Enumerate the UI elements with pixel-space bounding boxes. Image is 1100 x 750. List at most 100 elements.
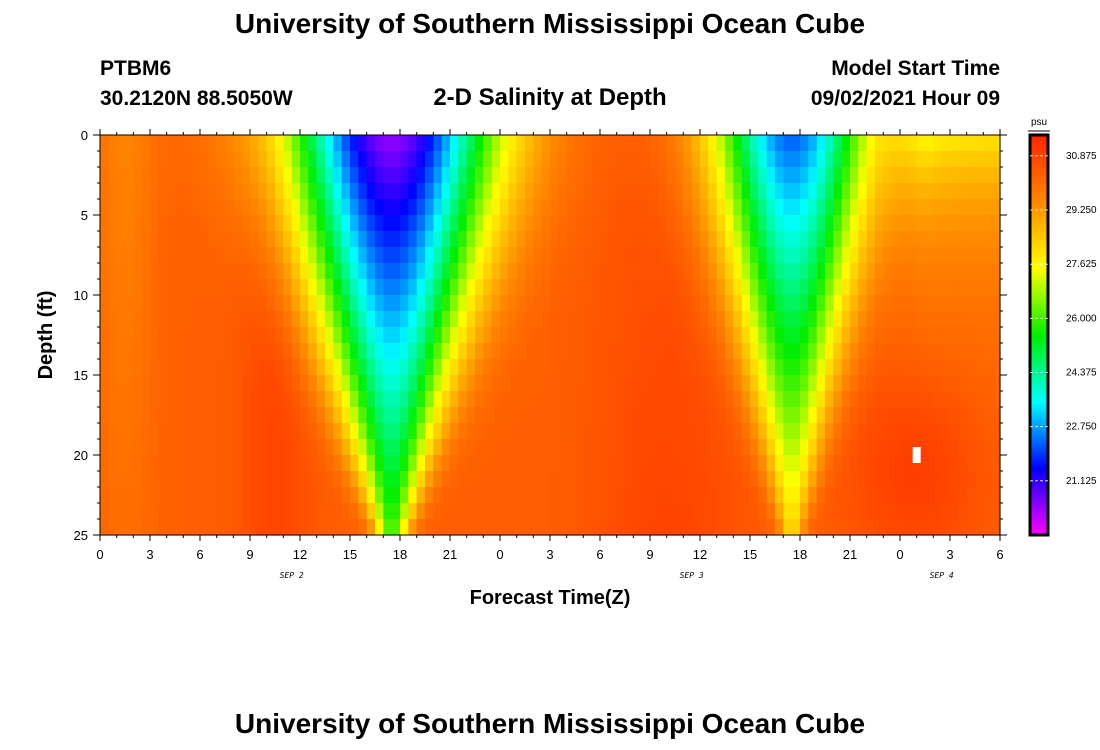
heatmap-cell xyxy=(366,487,376,504)
heatmap-cell xyxy=(758,247,768,264)
heatmap-cell xyxy=(591,407,601,424)
heatmap-cell xyxy=(541,375,551,392)
heatmap-cell xyxy=(608,503,618,520)
heatmap-cell xyxy=(616,263,626,280)
heatmap-cell xyxy=(275,359,284,376)
heatmap-cell xyxy=(216,311,226,328)
heatmap-cell xyxy=(525,151,534,168)
heatmap-cell xyxy=(266,199,276,216)
heatmap-cell xyxy=(508,455,518,472)
heatmap-cell xyxy=(558,151,568,168)
heatmap-cell xyxy=(525,471,534,488)
heatmap-cell xyxy=(158,471,168,488)
heatmap-cell xyxy=(408,311,418,328)
heatmap-cell xyxy=(400,439,409,456)
heatmap-cell xyxy=(650,231,659,248)
heatmap-cell xyxy=(316,471,326,488)
heatmap-cell xyxy=(891,167,901,184)
heatmap-cell xyxy=(566,199,576,216)
heatmap-cell xyxy=(983,407,993,424)
heatmap-cell xyxy=(650,487,659,504)
heatmap-cell xyxy=(541,135,551,152)
heatmap-cell xyxy=(466,151,476,168)
heatmap-cell xyxy=(366,375,376,392)
heatmap-cell xyxy=(400,407,409,424)
heatmap-cell xyxy=(766,503,776,520)
heatmap-cell xyxy=(200,439,209,456)
heatmap-cell xyxy=(400,311,409,328)
heatmap-cell xyxy=(700,471,709,488)
model-start-time: 09/02/2021 Hour 09 xyxy=(810,87,1000,110)
heatmap-cell xyxy=(116,231,126,248)
heatmap-cell xyxy=(266,503,276,520)
heatmap-cell xyxy=(458,487,468,504)
heatmap-cell xyxy=(225,487,234,504)
heatmap-cell xyxy=(391,439,401,456)
heatmap-cell xyxy=(266,391,276,408)
heatmap-cell xyxy=(858,503,868,520)
heatmap-cell xyxy=(233,279,243,296)
heatmap-cell xyxy=(558,135,568,152)
heatmap-cell xyxy=(683,311,693,328)
heatmap-cell xyxy=(600,327,609,344)
heatmap-cell xyxy=(166,295,176,312)
heatmap-cell xyxy=(933,215,943,232)
footer-title: University of Southern Mississippi Ocean… xyxy=(234,708,866,739)
heatmap-cell xyxy=(566,247,576,264)
heatmap-cell xyxy=(358,343,368,360)
heatmap-cell xyxy=(566,295,576,312)
heatmap-cell xyxy=(958,487,968,504)
heatmap-cell xyxy=(475,327,484,344)
heatmap-cell xyxy=(950,455,959,472)
heatmap-cell xyxy=(691,423,701,440)
heatmap-cell xyxy=(433,423,443,440)
heatmap-cell xyxy=(650,407,659,424)
heatmap-cell xyxy=(533,247,543,264)
heatmap-cell xyxy=(175,519,184,536)
station-marker xyxy=(912,447,921,463)
heatmap-cell xyxy=(216,279,226,296)
heatmap-cell xyxy=(641,487,651,504)
heatmap-cell xyxy=(808,327,818,344)
heatmap-cell xyxy=(366,135,376,152)
heatmap-cell xyxy=(233,423,243,440)
heatmap-cell xyxy=(266,231,276,248)
heatmap-cell xyxy=(983,167,993,184)
heatmap-cell xyxy=(175,263,184,280)
heatmap-cell xyxy=(416,519,426,536)
heatmap-cell xyxy=(450,359,459,376)
heatmap-cell xyxy=(400,231,409,248)
x-tick-label: 3 xyxy=(546,547,553,562)
heatmap-cell xyxy=(566,423,576,440)
heatmap-cell xyxy=(425,375,434,392)
heatmap-cell xyxy=(383,519,393,536)
heatmap-cell xyxy=(841,199,851,216)
heatmap-cell xyxy=(933,263,943,280)
heatmap-cell xyxy=(408,295,418,312)
heatmap-cell xyxy=(733,295,743,312)
heatmap-cell xyxy=(366,279,376,296)
heatmap-cell xyxy=(933,359,943,376)
heatmap-cell xyxy=(733,183,743,200)
heatmap-cell xyxy=(791,199,801,216)
heatmap-cell xyxy=(816,199,826,216)
heatmap-cell xyxy=(158,199,168,216)
colorbar-ramp xyxy=(1028,133,1050,537)
heatmap-cell xyxy=(941,391,951,408)
heatmap-cell xyxy=(100,375,109,392)
heatmap-cell xyxy=(825,359,834,376)
heatmap-cell xyxy=(558,503,568,520)
heatmap-cell xyxy=(366,423,376,440)
heatmap-cell xyxy=(558,231,568,248)
heatmap-cell xyxy=(350,343,359,360)
heatmap-cell xyxy=(958,167,968,184)
heatmap-cell xyxy=(166,327,176,344)
heatmap-cell xyxy=(775,423,784,440)
heatmap-cell xyxy=(108,455,118,472)
heatmap-cell xyxy=(491,359,501,376)
heatmap-cell xyxy=(666,135,676,152)
heatmap-cell xyxy=(725,423,734,440)
heatmap-cell xyxy=(325,503,334,520)
heatmap-cell xyxy=(933,231,943,248)
heatmap-cell xyxy=(983,215,993,232)
